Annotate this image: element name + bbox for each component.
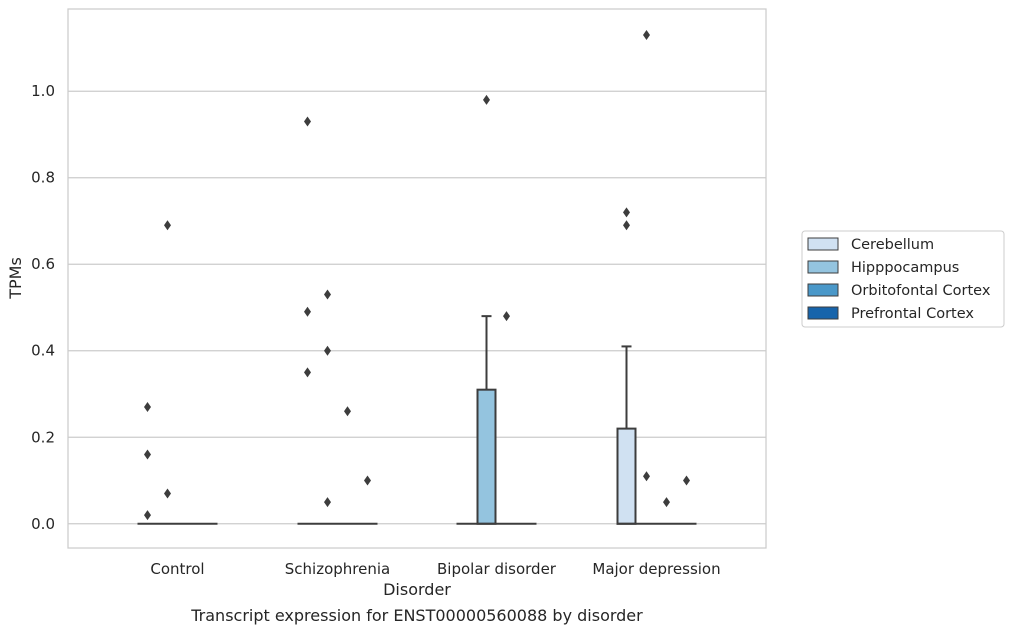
box-plot-area <box>137 29 697 525</box>
outlier-point <box>304 367 311 378</box>
legend-swatch <box>807 237 839 251</box>
figure-caption: Transcript expression for ENST0000056008… <box>191 606 643 625</box>
outlier-point <box>643 29 650 40</box>
y-tick-label: 0.0 <box>31 515 55 533</box>
y-axis-ticks: 0.0 0.2 0.4 0.6 0.8 1.0 <box>31 82 55 533</box>
y-axis-label: TPMs <box>6 257 25 300</box>
box-group <box>676 475 697 525</box>
outlier-point <box>683 475 690 486</box>
outlier-point <box>364 475 371 486</box>
outlier-point <box>643 471 650 482</box>
box-group <box>636 29 657 525</box>
iqr-box <box>616 427 637 525</box>
box-group <box>496 311 517 525</box>
x-axis-label: Disorder <box>383 580 451 599</box>
legend-item: Orbitofontal Cortex <box>807 283 991 299</box>
legend-label: Prefrontal Cortex <box>851 306 974 322</box>
x-axis-ticks: Control Schizophrenia Bipolar disorder Majo… <box>150 560 720 578</box>
legend-item: Hipppocampus <box>807 260 959 276</box>
y-tick-label: 0.6 <box>31 255 55 273</box>
legend-frame <box>801 230 1005 328</box>
x-tick-label: Control <box>150 560 204 578</box>
iqr-box <box>476 388 497 525</box>
y-tick-label: 0.8 <box>31 169 55 187</box>
outlier-point <box>623 207 630 218</box>
x-tick-label: Schizophrenia <box>285 560 390 578</box>
box-group <box>476 94 497 525</box>
outlier-point <box>144 401 151 412</box>
legend-label: Cerebellum <box>851 237 934 253</box>
outlier-point <box>304 306 311 317</box>
box-group <box>157 220 178 525</box>
outlier-point <box>663 497 670 508</box>
legend-label: Orbitofontal Cortex <box>851 283 991 299</box>
outlier-point <box>304 116 311 127</box>
box-group <box>137 401 158 525</box>
legend-item: Cerebellum <box>807 237 934 253</box>
plot-frame <box>67 8 767 549</box>
legend-swatch <box>807 283 839 297</box>
box-group <box>357 475 378 525</box>
gridlines <box>68 90 766 525</box>
outlier-point <box>324 289 331 300</box>
legend-swatch <box>807 260 839 274</box>
legend-swatch <box>807 306 839 320</box>
outlier-point <box>324 497 331 508</box>
y-tick-label: 0.4 <box>31 342 55 360</box>
legend: Cerebellum Hipppocampus Orbitofontal Corte… <box>801 230 1005 328</box>
outlier-point <box>164 488 171 499</box>
box-group <box>317 289 338 525</box>
legend-item: Prefrontal Cortex <box>807 306 974 322</box>
y-tick-label: 0.2 <box>31 428 55 446</box>
box-group <box>656 497 677 525</box>
outlier-point <box>144 449 151 460</box>
outlier-point <box>344 406 351 417</box>
box-group <box>337 406 358 525</box>
legend-label: Hipppocampus <box>851 260 959 276</box>
outlier-point <box>164 220 171 231</box>
outlier-point <box>483 94 490 105</box>
box-group <box>297 116 318 525</box>
box-group <box>616 207 637 525</box>
outlier-point <box>144 510 151 521</box>
outlier-point <box>324 345 331 356</box>
outlier-point <box>503 311 510 322</box>
box-plot-chart: 0.0 0.2 0.4 0.6 0.8 1.0 Control Schizophrenia B… <box>6 8 1005 599</box>
outlier-point <box>623 220 630 231</box>
x-tick-label: Bipolar disorder <box>437 560 557 578</box>
y-tick-label: 1.0 <box>31 82 55 100</box>
x-tick-label: Major depression <box>592 560 720 578</box>
